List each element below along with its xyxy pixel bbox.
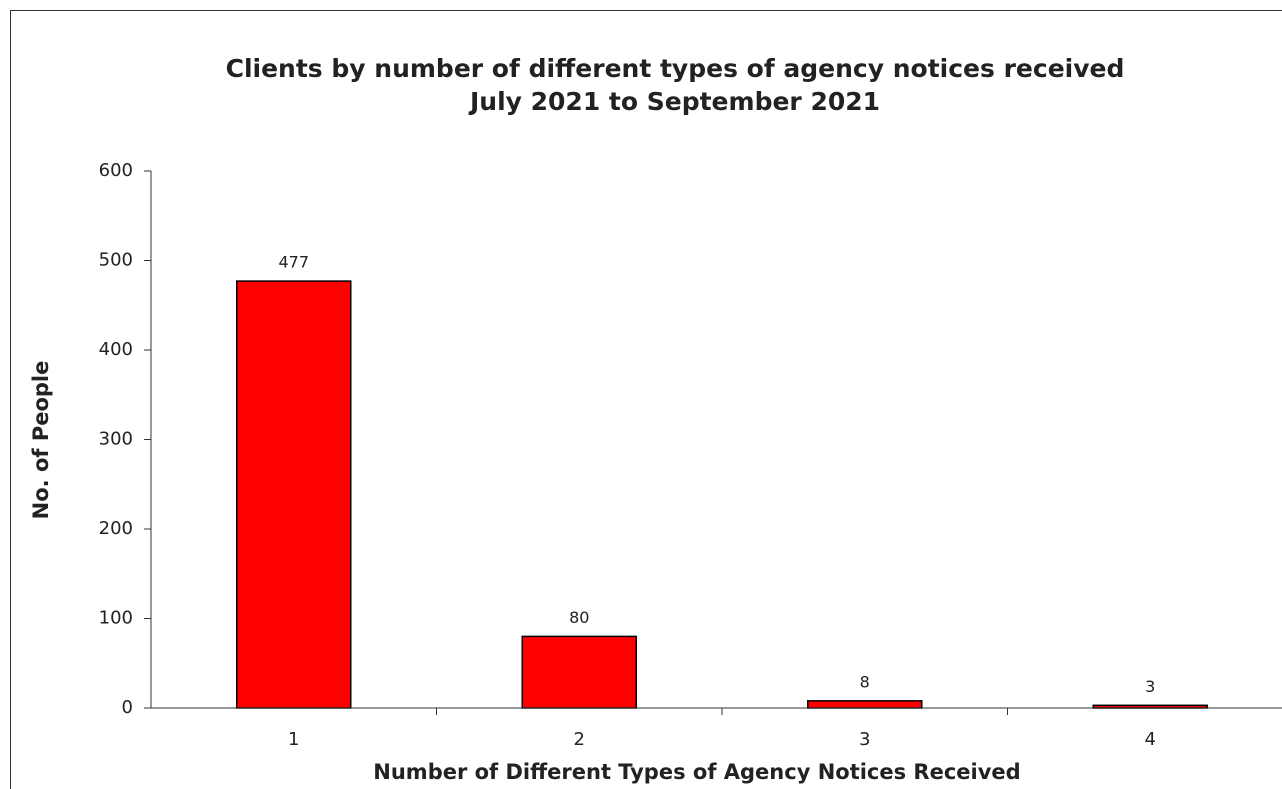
value-label: 477 [278,253,309,272]
y-tick-label: 400 [99,339,133,360]
value-label: 8 [860,672,870,691]
y-tick-label: 200 [99,518,133,539]
bar [236,280,352,709]
y-axis-title: No. of People [29,361,53,520]
y-tick-label: 600 [99,160,133,181]
value-label: 80 [569,608,589,627]
chart-title: Clients by number of different types of … [226,54,1125,83]
y-tick-label: 0 [122,697,133,718]
chart-frame [10,10,1282,789]
x-tick-label: 3 [859,729,870,750]
bar [521,635,637,709]
chart-subtitle: July 2021 to September 2021 [468,87,880,116]
x-tick-label: 4 [1145,729,1156,750]
bar [807,700,923,709]
x-tick-label: 2 [574,729,585,750]
x-axis-title: Number of Different Types of Agency Noti… [373,760,1020,784]
y-tick-label: 300 [99,429,133,450]
y-tick-label: 100 [99,608,133,629]
x-tick-label: 1 [288,729,299,750]
value-label: 3 [1145,677,1155,696]
y-tick-label: 500 [99,250,133,271]
